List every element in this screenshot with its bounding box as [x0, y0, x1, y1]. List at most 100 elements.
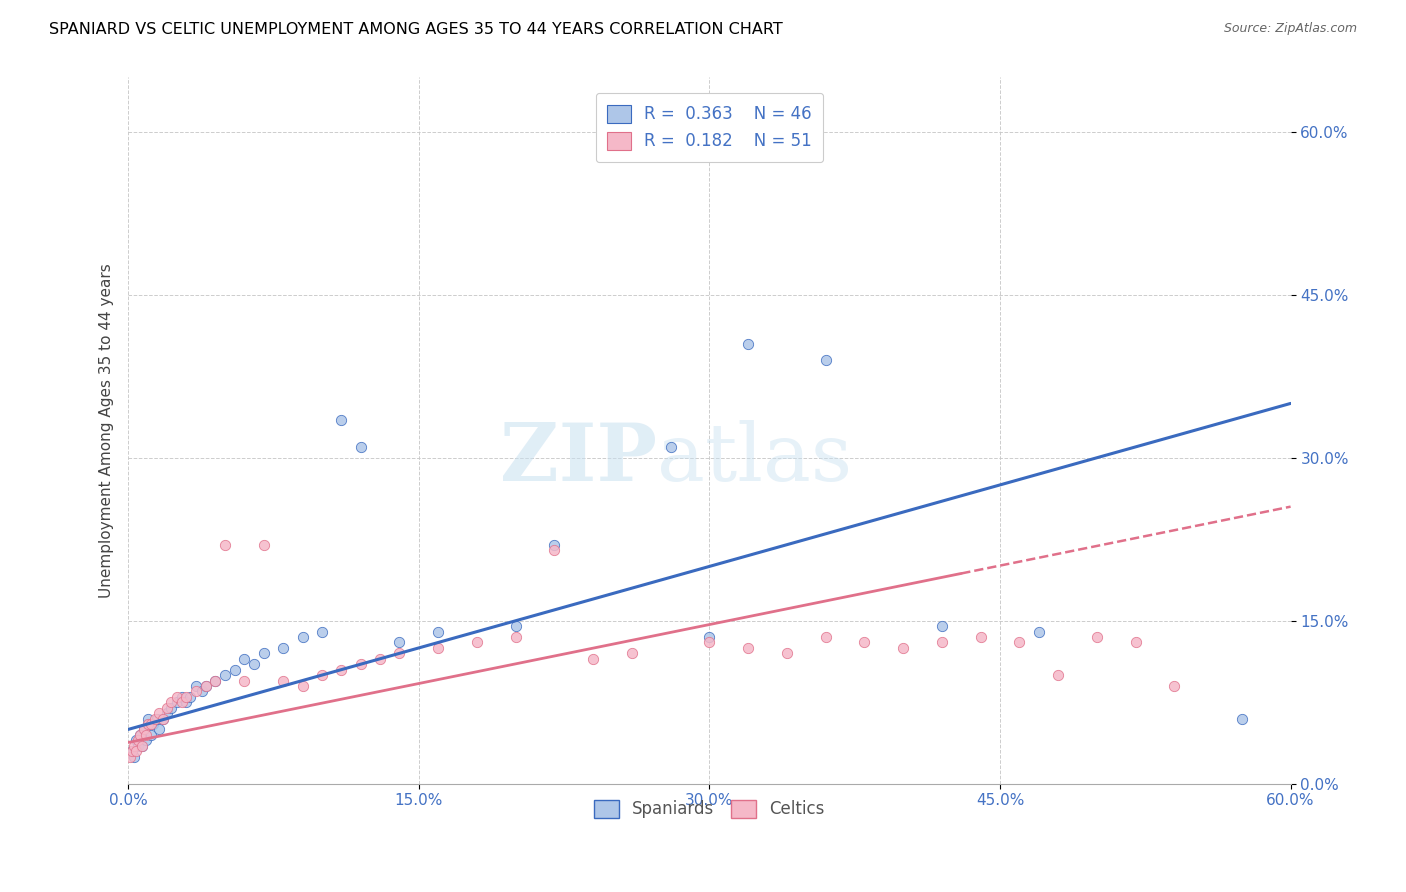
Point: [141, 728, 163, 742]
Point: [233, 652, 256, 666]
Point: [776, 646, 799, 660]
Point: [172, 695, 194, 709]
Point: [204, 673, 226, 688]
Point: [142, 717, 165, 731]
Point: [122, 749, 145, 764]
Point: [176, 690, 198, 704]
Point: [1085, 630, 1108, 644]
Point: [253, 646, 276, 660]
Point: [121, 744, 143, 758]
Point: [136, 717, 159, 731]
Point: [214, 538, 236, 552]
Text: Source: ZipAtlas.com: Source: ZipAtlas.com: [1223, 22, 1357, 36]
Point: [291, 630, 314, 644]
Point: [505, 630, 527, 644]
Point: [148, 706, 170, 720]
Text: SPANIARD VS CELTIC UNEMPLOYMENT AMONG AGES 35 TO 44 YEARS CORRELATION CHART: SPANIARD VS CELTIC UNEMPLOYMENT AMONG AG…: [49, 22, 783, 37]
Point: [148, 723, 170, 737]
Point: [128, 728, 150, 742]
Point: [253, 538, 276, 552]
Point: [122, 739, 145, 753]
Point: [214, 668, 236, 682]
Point: [125, 733, 148, 747]
Point: [120, 749, 142, 764]
Point: [132, 723, 155, 737]
Point: [243, 657, 266, 672]
Point: [814, 353, 837, 368]
Point: [853, 635, 876, 649]
Point: [146, 712, 169, 726]
Point: [152, 712, 174, 726]
Point: [184, 679, 207, 693]
Point: [204, 673, 226, 688]
Point: [1047, 668, 1070, 682]
Point: [131, 739, 153, 753]
Point: [156, 706, 179, 720]
Point: [931, 619, 953, 633]
Point: [427, 624, 450, 639]
Point: [699, 635, 721, 649]
Point: [659, 440, 682, 454]
Point: [330, 413, 353, 427]
Point: [160, 700, 183, 714]
Point: [620, 646, 643, 660]
Point: [465, 635, 488, 649]
Point: [350, 440, 373, 454]
Point: [427, 640, 450, 655]
Point: [184, 684, 207, 698]
Point: [224, 663, 246, 677]
Point: [166, 690, 188, 704]
Point: [135, 728, 157, 742]
Point: [127, 739, 149, 753]
Legend: Spaniards, Celtics: Spaniards, Celtics: [588, 793, 831, 825]
Point: [160, 695, 183, 709]
Point: [1230, 712, 1253, 726]
Point: [145, 712, 167, 726]
Point: [543, 538, 565, 552]
Point: [737, 336, 759, 351]
Point: [176, 695, 198, 709]
Y-axis label: Unemployment Among Ages 35 to 44 years: Unemployment Among Ages 35 to 44 years: [100, 263, 114, 598]
Text: ZIP: ZIP: [501, 420, 657, 498]
Point: [543, 543, 565, 558]
Point: [152, 712, 174, 726]
Point: [132, 723, 155, 737]
Point: [156, 700, 179, 714]
Point: [136, 712, 159, 726]
Point: [368, 652, 391, 666]
Point: [969, 630, 991, 644]
Point: [179, 690, 201, 704]
Point: [191, 684, 214, 698]
Point: [141, 717, 163, 731]
Point: [737, 640, 759, 655]
Point: [131, 739, 153, 753]
Point: [1028, 624, 1050, 639]
Point: [166, 695, 188, 709]
Point: [291, 679, 314, 693]
Point: [699, 630, 721, 644]
Point: [1163, 679, 1185, 693]
Point: [233, 673, 256, 688]
Point: [271, 673, 294, 688]
Point: [136, 717, 159, 731]
Point: [172, 690, 194, 704]
Point: [121, 744, 143, 758]
Point: [582, 652, 605, 666]
Point: [1125, 635, 1147, 649]
Point: [388, 646, 411, 660]
Point: [891, 640, 914, 655]
Point: [388, 635, 411, 649]
Point: [330, 663, 353, 677]
Point: [271, 640, 294, 655]
Point: [505, 619, 527, 633]
Point: [194, 679, 217, 693]
Point: [194, 679, 217, 693]
Point: [814, 630, 837, 644]
Point: [350, 657, 373, 672]
Point: [1008, 635, 1031, 649]
Point: [135, 733, 157, 747]
Point: [127, 733, 149, 747]
Point: [128, 728, 150, 742]
Point: [311, 624, 333, 639]
Text: atlas: atlas: [657, 420, 852, 498]
